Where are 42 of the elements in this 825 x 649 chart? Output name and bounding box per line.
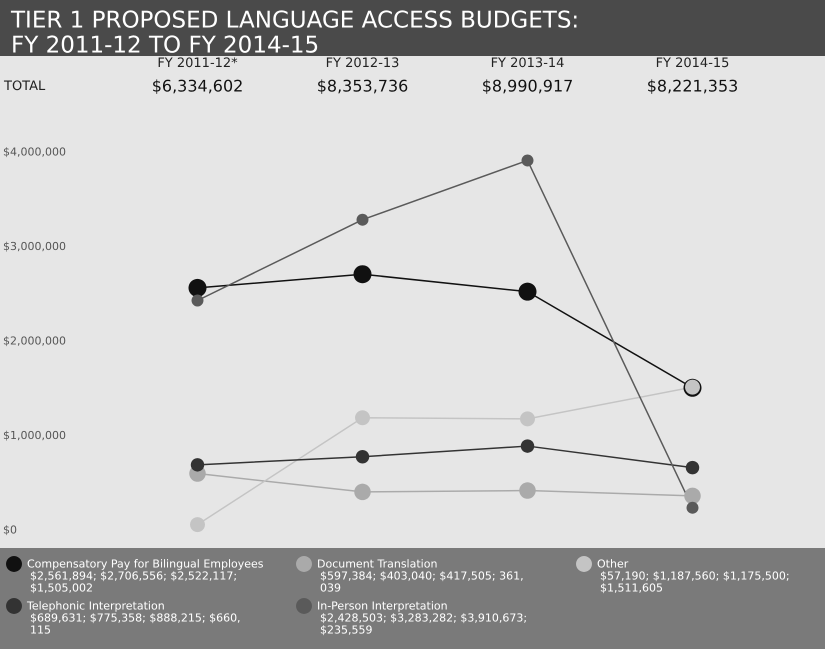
- text: $6,334,602: [152, 76, 244, 96]
- point: [356, 214, 368, 226]
- text: $2,428,503; $3,283,282; $3,910,673; $235,559: [320, 612, 531, 636]
- legend-label: Telephonic Interpretation: [26, 600, 165, 612]
- x-tick-label: FY 2014-15: [656, 56, 730, 71]
- legend-label: Document Translation: [317, 558, 438, 570]
- y-tick-label: $4,000,000: [3, 146, 66, 158]
- point: [190, 517, 205, 532]
- y-tick-label: $2,000,000: [3, 334, 66, 348]
- point: [520, 439, 534, 453]
- text: TOTAL: [3, 79, 46, 94]
- legend-label: In-Person Interpretation: [317, 600, 448, 612]
- x-tick-label: FY 2011-12*: [157, 56, 238, 71]
- point: [686, 460, 700, 474]
- legend-label: Other: [597, 558, 629, 570]
- point: [354, 484, 371, 500]
- point: [356, 450, 370, 464]
- point: [686, 502, 698, 514]
- text: $57,190; $1,187,560; $1,175,500; $1,511,605: [600, 570, 794, 594]
- point: [684, 488, 701, 504]
- text: $8,353,736: [316, 76, 408, 96]
- point: [518, 282, 536, 301]
- chart-title: TIER 1 PROPOSED LANGUAGE ACCESS BUDGETS: FY 2011-12 TO FY 2014-15: [10, 8, 580, 58]
- legend-label: Compensatory Pay for Bilingual Employees: [27, 558, 264, 570]
- point: [355, 410, 370, 426]
- text: $597,384; $403,040; $417,505; 361,039: [320, 570, 524, 594]
- y-tick-label: $1,000,000: [3, 429, 66, 442]
- point: [188, 278, 206, 297]
- point: [522, 154, 534, 166]
- point: [192, 294, 204, 307]
- y-tick-label: $0: [3, 524, 17, 536]
- text: $2,561,894; $2,706,556; $2,522,117; $1,505,002: [30, 570, 241, 594]
- x-tick-label: FY 2012-13: [326, 56, 400, 71]
- text: $8,221,353: [646, 76, 738, 96]
- y-tick-label: $3,000,000: [3, 240, 66, 253]
- text: $8,990,917: [482, 76, 574, 96]
- point: [354, 265, 372, 284]
- point: [190, 458, 204, 472]
- point: [520, 411, 535, 426]
- x-tick-label: FY 2013-14: [490, 56, 564, 71]
- point: [519, 482, 536, 499]
- text: $689,631; $775,358; $888,215; $660,115: [30, 612, 241, 636]
